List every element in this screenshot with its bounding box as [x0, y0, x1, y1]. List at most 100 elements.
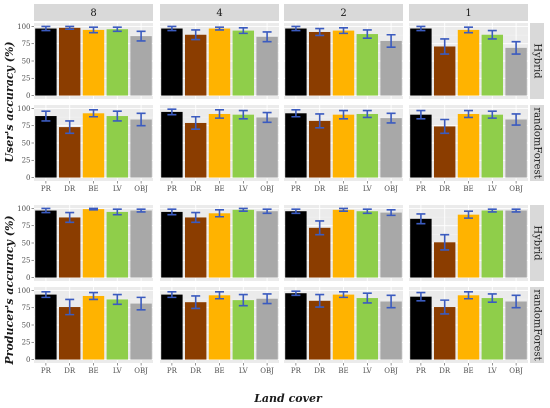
x-tick-label: DR: [190, 367, 202, 375]
facet-strip-label: 2: [340, 8, 346, 19]
bar-lv: [481, 114, 504, 178]
y-tick-label: 25: [22, 75, 31, 83]
bar-obj: [380, 301, 402, 360]
error-bar-be: [339, 207, 348, 213]
error-bar-dr: [191, 29, 201, 41]
error-bar-be: [464, 26, 473, 34]
error-bar-pr: [41, 25, 51, 32]
y-tick-label: 0: [26, 174, 30, 182]
row-strip-randomforest: [530, 287, 544, 363]
bar-dr: [433, 307, 456, 360]
bar-dr: [433, 242, 456, 278]
bar-be: [457, 214, 480, 278]
error-bar-obj: [386, 294, 396, 309]
bar-dr: [58, 307, 81, 360]
error-bar-dr: [440, 233, 450, 251]
error-bar-lv: [238, 293, 248, 307]
x-tick-label: OBJ: [260, 367, 274, 375]
x-tick-label: OBJ: [384, 367, 398, 375]
error-bar-be: [215, 209, 224, 218]
error-bar-obj: [262, 208, 272, 215]
x-tick-label: OBJ: [509, 367, 523, 375]
bar-obj: [256, 211, 278, 278]
bar-be: [208, 295, 231, 360]
x-tick-label: DR: [190, 185, 202, 193]
bar-pr: [35, 116, 57, 178]
x-tick-label: LV: [239, 185, 249, 193]
error-bar-pr: [41, 207, 51, 214]
panel-14: [160, 287, 279, 363]
x-axis-title: Land cover: [253, 392, 323, 405]
bar-be: [457, 295, 480, 360]
x-tick-label: PR: [41, 185, 52, 193]
x-tick-label: BE: [214, 185, 224, 193]
error-bar-lv: [362, 208, 372, 215]
x-tick-label: LV: [363, 367, 373, 375]
error-bar-dr: [315, 27, 325, 37]
error-bar-lv: [238, 207, 248, 213]
panel-10: [160, 205, 279, 281]
bar-dr: [308, 300, 331, 360]
error-bar-obj: [386, 112, 396, 124]
facet-strip-label: 1: [465, 8, 471, 19]
error-bar-be: [215, 291, 224, 300]
error-bar-pr: [291, 109, 301, 118]
bar-obj: [505, 210, 527, 278]
error-bar-obj: [136, 30, 146, 42]
bar-pr: [161, 294, 183, 360]
bar-lv: [106, 29, 129, 96]
bar-lv: [481, 210, 504, 278]
x-tick-label: DR: [439, 367, 451, 375]
bar-dr: [58, 27, 81, 96]
error-bar-dr: [65, 211, 75, 224]
x-tick-label: LV: [488, 367, 498, 375]
x-tick-label: DR: [64, 185, 76, 193]
x-tick-label: LV: [113, 367, 123, 375]
error-bar-be: [339, 27, 348, 35]
bar-obj: [130, 303, 152, 360]
error-bar-lv: [112, 110, 122, 122]
bar-pr: [410, 114, 432, 178]
error-bar-obj: [511, 113, 521, 126]
error-bar-dr: [65, 298, 75, 316]
bar-dr: [433, 46, 456, 96]
y-tick-label: 75: [22, 122, 31, 130]
bar-obj: [256, 298, 278, 360]
bar-obj: [130, 36, 152, 96]
bar-dr: [58, 217, 81, 278]
y-tick-label: 75: [22, 222, 31, 230]
x-tick-label: PR: [416, 367, 427, 375]
x-tick-label: BE: [88, 185, 98, 193]
bar-be: [208, 28, 231, 96]
error-bar-obj: [262, 293, 272, 305]
y-tick-label: 100: [17, 23, 30, 31]
bar-lv: [356, 113, 379, 178]
error-bar-dr: [440, 38, 450, 55]
error-bar-pr: [41, 110, 51, 122]
bar-be: [332, 114, 355, 178]
y-tick-label: 100: [17, 105, 30, 113]
error-bar-pr: [167, 25, 177, 32]
facet-strip-8: [34, 4, 153, 21]
error-bar-obj: [511, 294, 521, 309]
error-bar-obj: [262, 111, 272, 124]
error-bar-lv: [238, 109, 248, 120]
panel-13: [34, 287, 153, 363]
row-strip-label: randomForest: [532, 107, 543, 178]
bar-lv: [232, 114, 255, 178]
panel-1: [34, 23, 153, 99]
error-bar-be: [464, 109, 473, 119]
error-bar-be: [339, 291, 348, 299]
panel-5: [34, 105, 153, 181]
bar-lv: [481, 298, 504, 360]
y-tick-label: 50: [22, 139, 31, 147]
x-tick-label: BE: [338, 367, 348, 375]
y-tick-label: 25: [22, 339, 31, 347]
bar-pr: [285, 28, 307, 96]
x-tick-label: LV: [239, 367, 249, 375]
y-tick-label: 0: [26, 274, 30, 282]
bar-dr: [184, 34, 207, 96]
bar-be: [208, 213, 231, 278]
x-tick-label: DR: [439, 185, 451, 193]
